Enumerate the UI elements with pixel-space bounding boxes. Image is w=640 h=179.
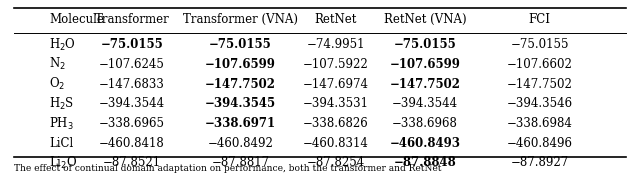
Text: −107.5922: −107.5922 <box>303 58 369 71</box>
Text: −74.9951: −74.9951 <box>307 38 365 51</box>
Text: −338.6968: −338.6968 <box>392 117 458 130</box>
Text: −460.8492: −460.8492 <box>207 137 273 150</box>
Text: The effect of continual domain adaptation on performance, both the transformer a: The effect of continual domain adaptatio… <box>14 164 442 173</box>
Text: Molecule: Molecule <box>49 13 104 26</box>
Text: RetNet (VNA): RetNet (VNA) <box>384 13 467 26</box>
Text: −394.3544: −394.3544 <box>99 97 165 110</box>
Text: −87.8848: −87.8848 <box>394 156 456 170</box>
Text: −394.3546: −394.3546 <box>507 97 573 110</box>
Text: −147.6833: −147.6833 <box>99 78 165 91</box>
Text: −460.8496: −460.8496 <box>507 137 573 150</box>
Text: −87.8927: −87.8927 <box>511 156 569 170</box>
Text: −338.6984: −338.6984 <box>507 117 573 130</box>
Text: −460.8418: −460.8418 <box>99 137 165 150</box>
Text: −394.3545: −394.3545 <box>205 97 276 110</box>
Text: RetNet: RetNet <box>315 13 357 26</box>
Text: −107.6602: −107.6602 <box>507 58 573 71</box>
Text: N$_2$: N$_2$ <box>49 56 66 72</box>
Text: LiCl: LiCl <box>49 137 74 150</box>
Text: Li$_2$O: Li$_2$O <box>49 155 77 171</box>
Text: H$_2$S: H$_2$S <box>49 96 74 112</box>
Text: −338.6971: −338.6971 <box>205 117 276 130</box>
Text: −107.6599: −107.6599 <box>205 58 276 71</box>
Text: −75.0155: −75.0155 <box>209 38 272 51</box>
Text: −338.6965: −338.6965 <box>99 117 165 130</box>
Text: −75.0155: −75.0155 <box>394 38 456 51</box>
Text: −338.6826: −338.6826 <box>303 117 369 130</box>
Text: −147.7502: −147.7502 <box>205 78 276 91</box>
Text: O$_2$: O$_2$ <box>49 76 65 92</box>
Text: −75.0155: −75.0155 <box>100 38 163 51</box>
Text: −87.8521: −87.8521 <box>103 156 161 170</box>
Text: −147.6974: −147.6974 <box>303 78 369 91</box>
Text: Transformer (VNA): Transformer (VNA) <box>183 13 298 26</box>
Text: −75.0155: −75.0155 <box>511 38 569 51</box>
Text: −87.8254: −87.8254 <box>307 156 365 170</box>
Text: −394.3544: −394.3544 <box>392 97 458 110</box>
Text: −394.3531: −394.3531 <box>303 97 369 110</box>
Text: −460.8314: −460.8314 <box>303 137 369 150</box>
Text: −107.6599: −107.6599 <box>390 58 461 71</box>
Text: −87.8817: −87.8817 <box>211 156 269 170</box>
Text: H$_2$O: H$_2$O <box>49 37 76 53</box>
Text: −460.8493: −460.8493 <box>390 137 461 150</box>
Text: −147.7502: −147.7502 <box>390 78 461 91</box>
Text: Transformer: Transformer <box>95 13 170 26</box>
Text: −107.6245: −107.6245 <box>99 58 165 71</box>
Text: PH$_3$: PH$_3$ <box>49 115 74 132</box>
Text: FCI: FCI <box>529 13 551 26</box>
Text: −147.7502: −147.7502 <box>507 78 573 91</box>
